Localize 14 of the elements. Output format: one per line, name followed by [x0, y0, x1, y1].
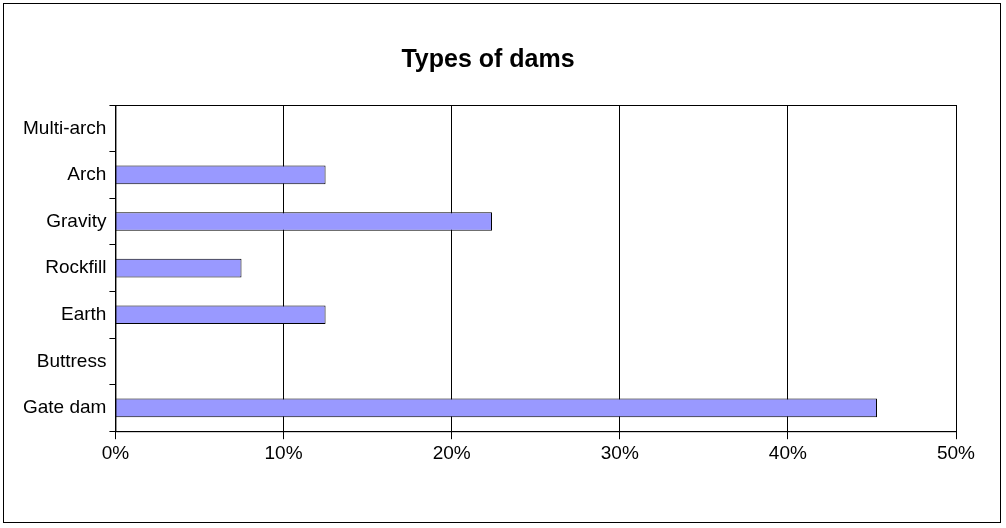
- y-tick-label: Earth: [61, 302, 107, 324]
- y-tick-label: Gate dam: [22, 396, 107, 418]
- y-tick-label: Buttress: [36, 349, 107, 371]
- x-tick-label: 40%: [768, 441, 807, 463]
- chart-title: Types of dams: [401, 43, 575, 72]
- y-tick-label: Gravity: [46, 209, 107, 231]
- x-tick-label: 50%: [936, 441, 976, 463]
- y-tick-label: Multi-arch: [23, 116, 107, 138]
- x-tick-label: 30%: [600, 441, 639, 463]
- x-tick-label: 20%: [432, 441, 471, 463]
- x-tick-label: 0%: [101, 441, 130, 463]
- y-tick-label: Rockfill: [45, 256, 107, 278]
- y-tick-label: Arch: [67, 163, 107, 185]
- x-tick-label: 10%: [264, 441, 303, 463]
